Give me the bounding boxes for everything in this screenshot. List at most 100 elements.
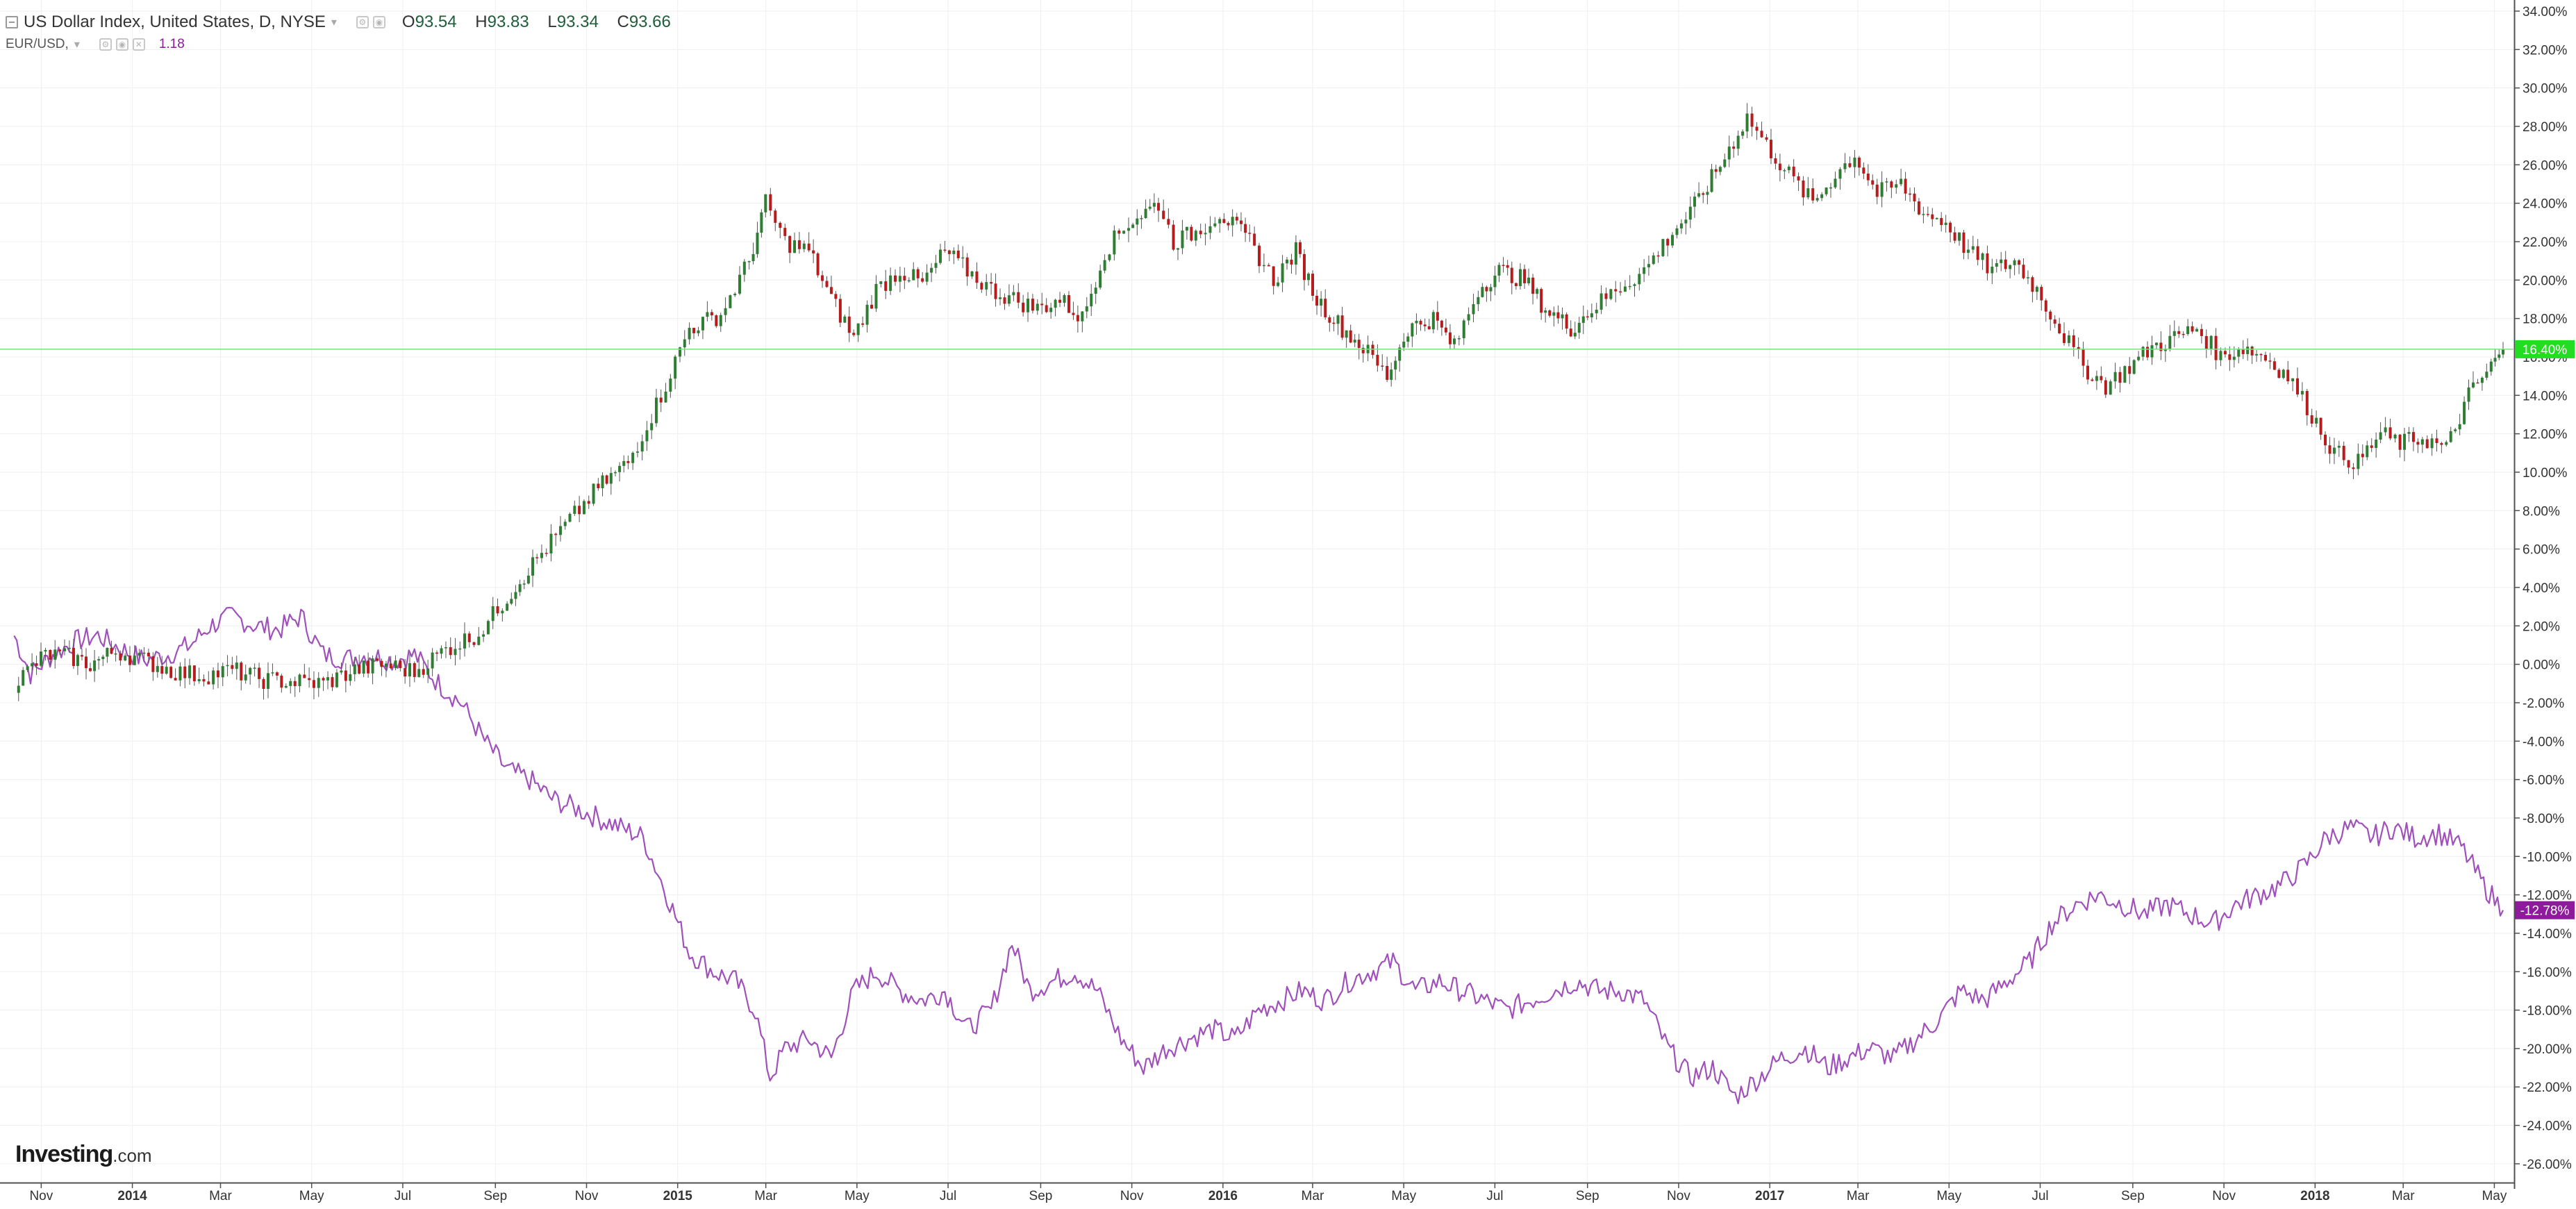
candle-body — [970, 271, 974, 277]
candle — [58, 649, 62, 655]
candle-body — [1885, 181, 1888, 183]
candle — [961, 246, 965, 269]
candle — [2332, 437, 2336, 465]
candle — [2388, 419, 2392, 440]
candle — [2137, 351, 2141, 362]
candle — [1825, 187, 1828, 197]
candle — [353, 657, 356, 682]
x-tick-label: 2018 — [2300, 1189, 2329, 1203]
candle-body — [266, 673, 269, 690]
candle — [1448, 324, 1452, 349]
candle — [1940, 212, 1943, 232]
candle-body — [160, 666, 164, 674]
candle-body — [1290, 259, 1293, 265]
candle-body — [1769, 140, 1772, 158]
candle — [1741, 129, 1745, 140]
candle-body — [1481, 287, 1484, 297]
candle — [2259, 353, 2263, 362]
candle-body — [1324, 299, 1327, 317]
candle-body — [1058, 299, 1062, 303]
candle-body — [1140, 218, 1143, 219]
candle — [1843, 153, 1847, 173]
y-tick-label: 18.00% — [2523, 312, 2568, 327]
candle — [965, 253, 969, 286]
chevron-down-icon[interactable]: ▾ — [74, 39, 80, 51]
candle — [1885, 178, 1888, 192]
candle — [601, 472, 604, 497]
candle-body — [554, 533, 558, 535]
candle-body — [275, 672, 279, 676]
candle — [1113, 225, 1116, 261]
candle — [322, 676, 325, 692]
candle — [1440, 319, 1443, 336]
candle-body — [1623, 286, 1627, 292]
candle-body — [664, 391, 667, 403]
candle — [1991, 258, 1994, 284]
candle — [1076, 305, 1079, 333]
candle — [2228, 346, 2232, 372]
candle — [1986, 245, 1989, 281]
candle-body — [635, 451, 639, 453]
candle — [293, 676, 297, 697]
candle-body — [2081, 349, 2085, 366]
candle-body — [1072, 312, 1075, 315]
settings-icon[interactable]: ⚙ — [356, 16, 369, 28]
candle-body — [1671, 235, 1674, 246]
candle-body — [894, 275, 897, 282]
candle — [865, 300, 869, 333]
candle-body — [783, 228, 787, 236]
candle — [2104, 377, 2107, 399]
chevron-down-icon[interactable]: ▾ — [331, 17, 337, 28]
candle-body — [816, 253, 820, 276]
candle-body — [2000, 259, 2003, 263]
candle-body — [2209, 335, 2213, 349]
candle — [1797, 172, 1800, 192]
candle-body — [1661, 239, 1665, 256]
candle — [202, 674, 206, 687]
candle-body — [303, 674, 306, 678]
time-axis[interactable]: Nov 2014 Mar May Jul Sep Nov 2015 Mar May Jul Sep No… — [29, 1183, 2507, 1203]
candle — [1012, 285, 1015, 301]
candle-body — [1199, 231, 1202, 235]
candle — [2209, 335, 2213, 356]
candle — [1862, 162, 1865, 179]
candle-body — [1723, 159, 1727, 167]
hide-series-icon[interactable]: ◉ — [115, 38, 128, 51]
candle-body — [2031, 277, 2034, 292]
close-icon[interactable]: ✕ — [132, 38, 145, 51]
candle — [1949, 221, 1952, 242]
candle — [1190, 224, 1193, 242]
candle-body — [2013, 260, 2016, 265]
candle-body — [353, 664, 356, 674]
candle — [706, 301, 709, 322]
candle — [2268, 353, 2272, 369]
candle — [1745, 103, 1749, 139]
candle-body — [874, 283, 878, 309]
candle-body — [2241, 349, 2245, 354]
candle-body — [1262, 265, 1265, 267]
candle — [2049, 310, 2052, 331]
hide-series-icon[interactable]: ◉ — [372, 16, 385, 28]
x-tick-label: Nov — [1667, 1189, 1690, 1203]
candle — [669, 374, 672, 398]
candle-body — [426, 668, 430, 675]
candle-body — [216, 670, 219, 678]
candle — [440, 645, 443, 659]
candle — [1294, 235, 1297, 275]
candle — [640, 434, 644, 460]
candle — [2407, 426, 2411, 442]
candle — [697, 326, 700, 337]
candle-body — [1569, 328, 1572, 337]
candle — [114, 647, 117, 662]
candle — [1485, 285, 1488, 302]
candle-body — [1003, 297, 1006, 304]
settings-icon[interactable]: ⚙ — [99, 38, 112, 51]
candle-body — [1394, 360, 1397, 370]
compare-symbol[interactable]: EUR/USD, — [6, 37, 69, 51]
collapse-legend-icon[interactable] — [6, 16, 18, 28]
candle — [1144, 199, 1147, 219]
symbol-title[interactable]: US Dollar Index, United States, D, NYSE — [24, 12, 326, 31]
candle-body — [138, 653, 141, 656]
candle — [454, 637, 457, 666]
